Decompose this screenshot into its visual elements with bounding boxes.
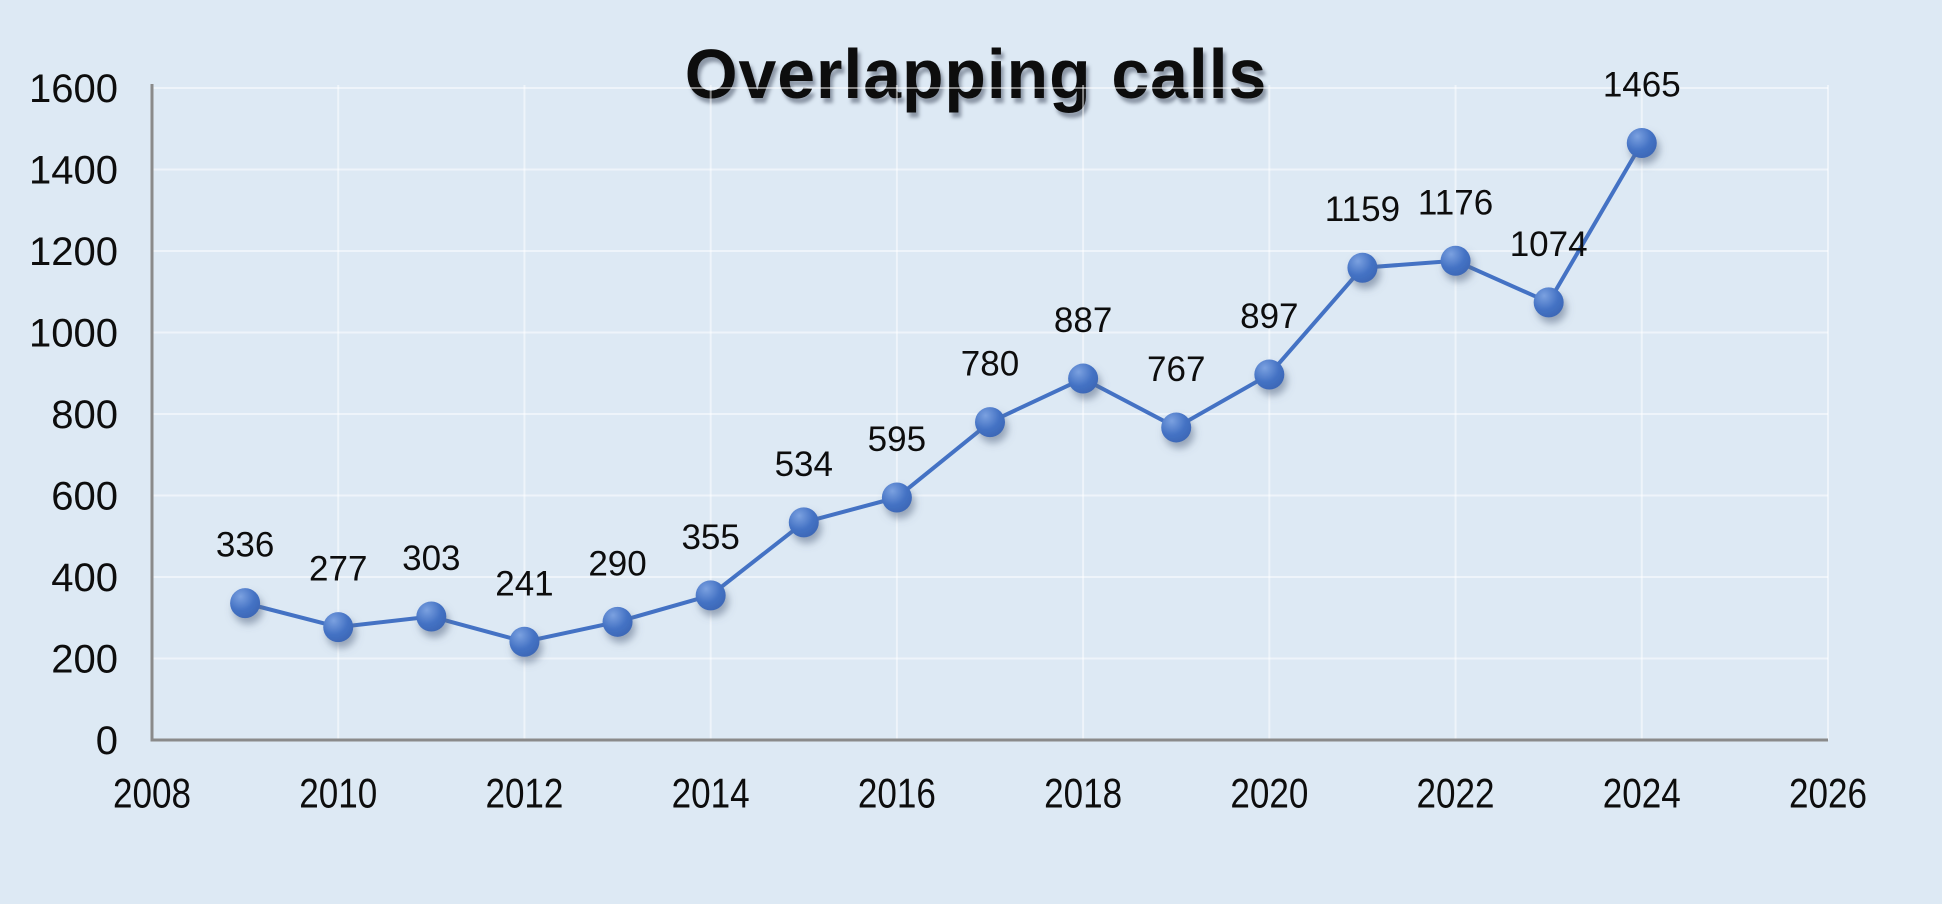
axes <box>150 84 1828 742</box>
data-point-label: 1159 <box>1325 190 1400 229</box>
series-line <box>243 141 1644 644</box>
data-labels: 336 277 303 241 290 355 534 595 780 887 767 897 1159… <box>216 66 1681 604</box>
y-axis-tick-label: 800 <box>51 393 118 437</box>
x-axis-tick-labels: 2008 2010 2012 2014 2016 2018 2020 2022 2024 2026 <box>113 770 1867 817</box>
x-axis-tick-label: 2020 <box>1230 770 1308 817</box>
data-point-marker <box>975 407 1005 438</box>
y-axis-tick-label: 1400 <box>29 149 118 193</box>
x-axis-tick-label: 2024 <box>1603 770 1681 817</box>
data-point-marker <box>416 601 447 632</box>
data-point-label: 355 <box>681 518 739 557</box>
data-point-label: 1176 <box>1418 183 1493 222</box>
y-axis-tick-labels: 0 200 400 600 800 1000 1200 1400 1600 <box>29 67 118 763</box>
y-axis-tick-label: 1600 <box>29 67 118 111</box>
data-point-label: 897 <box>1240 297 1298 336</box>
y-axis-tick-label: 600 <box>51 475 118 519</box>
x-axis-tick-label: 2018 <box>1044 770 1122 817</box>
y-axis-tick-label: 200 <box>51 638 118 682</box>
data-point-label: 1465 <box>1603 66 1681 105</box>
data-point-marker <box>1440 245 1471 276</box>
data-point-marker <box>509 626 540 657</box>
x-axis-tick-label: 2026 <box>1789 770 1867 817</box>
series-overlapping-calls <box>230 128 1657 657</box>
data-point-label: 1074 <box>1510 225 1588 264</box>
data-point-label: 595 <box>868 420 926 459</box>
data-point-marker <box>1161 412 1192 443</box>
x-axis-tick-label: 2012 <box>485 770 563 817</box>
chart-title: Overlapping calls <box>684 35 1268 113</box>
x-axis-tick-label: 2022 <box>1417 770 1495 817</box>
data-point-marker <box>695 580 726 611</box>
data-point-marker <box>881 482 912 513</box>
y-axis-tick-label: 0 <box>96 719 118 763</box>
data-point-label: 780 <box>961 345 1019 384</box>
x-axis-tick-label: 2014 <box>672 770 750 817</box>
data-point-marker <box>1254 359 1285 390</box>
data-point-marker <box>602 606 633 637</box>
data-point-marker <box>230 588 261 619</box>
data-point-label: 767 <box>1147 350 1205 389</box>
data-point-label: 336 <box>216 526 274 565</box>
y-axis-tick-label: 1000 <box>29 312 118 356</box>
data-point-label: 290 <box>588 544 646 583</box>
data-point-label: 887 <box>1054 301 1112 340</box>
y-axis-tick-label: 1200 <box>29 230 118 274</box>
data-point-label: 303 <box>402 539 460 578</box>
data-point-marker <box>1626 128 1657 159</box>
data-point-marker <box>1068 363 1099 394</box>
data-point-label: 534 <box>775 445 833 484</box>
data-point-marker <box>323 612 354 643</box>
x-axis-tick-label: 2016 <box>858 770 936 817</box>
y-axis-tick-label: 400 <box>51 556 118 600</box>
x-axis-tick-label: 2010 <box>299 770 377 817</box>
x-axis-tick-label: 2008 <box>113 770 191 817</box>
data-point-marker <box>1347 252 1378 283</box>
data-point-label: 277 <box>309 550 367 589</box>
data-point-marker <box>788 507 819 538</box>
data-point-label: 241 <box>495 564 553 603</box>
gridlines <box>152 85 1829 740</box>
data-point-marker <box>1533 287 1564 318</box>
